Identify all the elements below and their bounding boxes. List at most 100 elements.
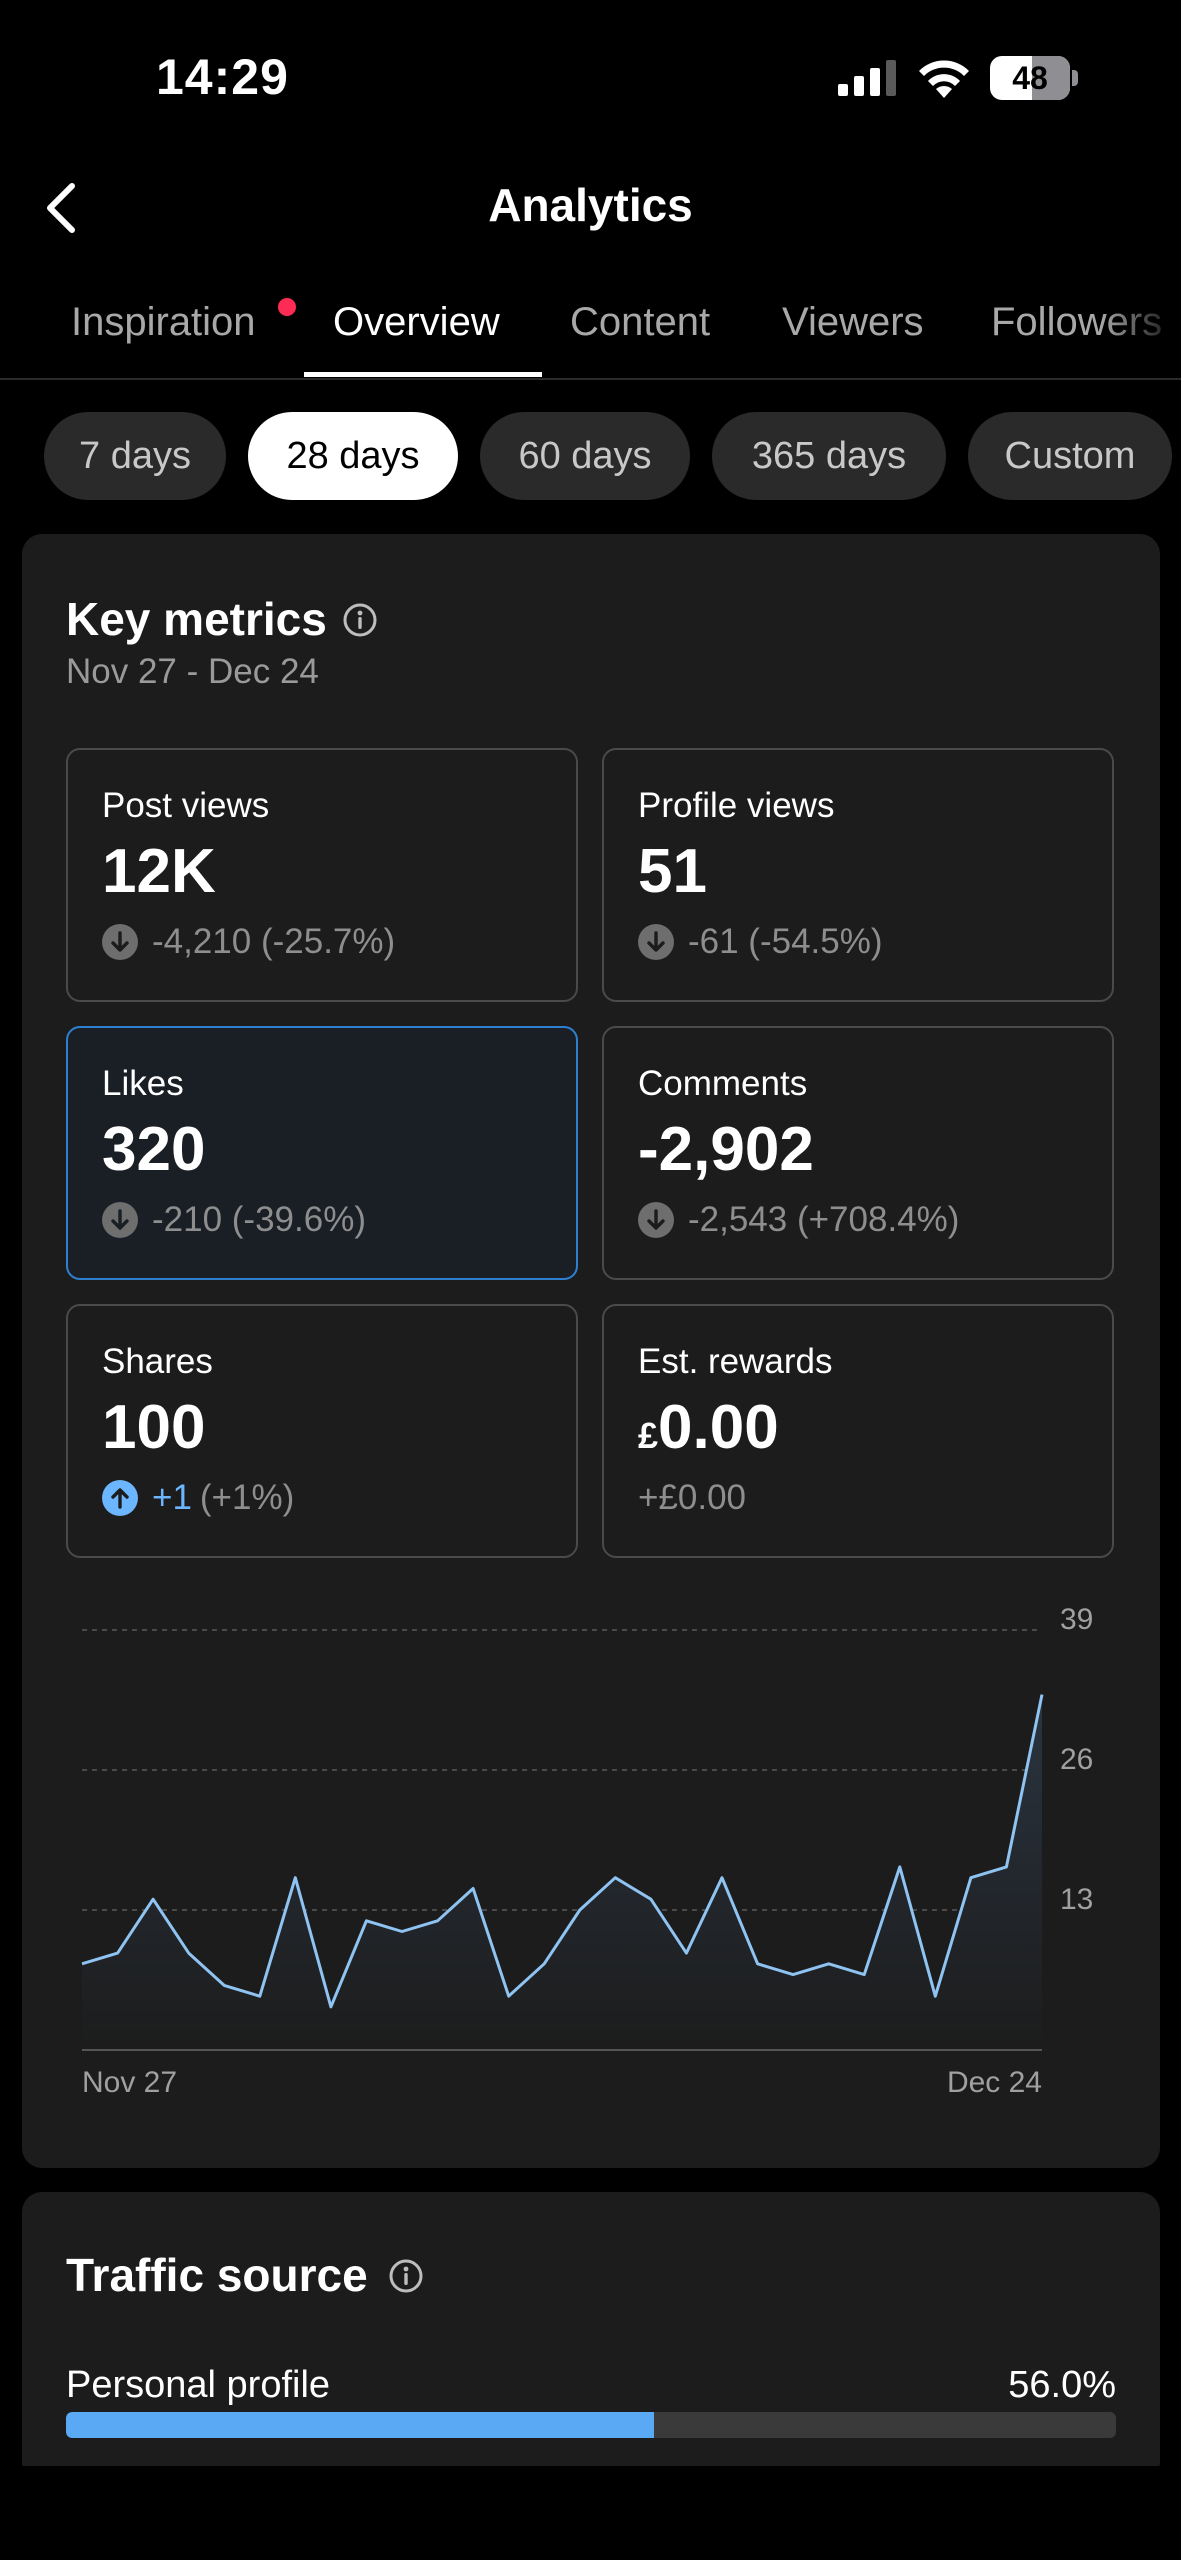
metric-change: -61 (-54.5%) <box>638 922 883 962</box>
arrow-up-icon <box>102 1480 138 1516</box>
chart-data-point <box>399 1929 405 1935</box>
chart-data-point <box>719 1875 725 1881</box>
bottom-overscroll <box>0 2466 1181 2560</box>
metric-label: Shares <box>102 1342 213 1381</box>
chart-data-point <box>1003 1864 1009 1870</box>
traffic-source-value: 56.0% <box>1008 2364 1116 2406</box>
chart-data-point <box>257 1993 263 1999</box>
key-metrics-card: Key metrics Nov 27 - Dec 24 Post views 1… <box>22 534 1160 2168</box>
chart-data-point <box>755 1961 761 1967</box>
chart-data-point <box>150 1896 156 1902</box>
chart-data-point <box>648 1896 654 1902</box>
analytics-tabs: Inspiration Overview Content Viewers Fol… <box>0 290 1181 380</box>
tabs-fade <box>1101 270 1181 370</box>
tab-inspiration[interactable]: Inspiration <box>71 300 256 344</box>
page-title: Analytics <box>488 179 693 231</box>
key-metrics-title: Key metrics <box>66 593 327 645</box>
chart-data-point <box>826 1961 832 1967</box>
metric-value: -2,902 <box>638 1115 814 1184</box>
metric-change-text: -4,210 (-25.7%) <box>152 922 396 961</box>
chart-data-point <box>506 1993 512 1999</box>
rewards-amount: 0.00 <box>658 1393 779 1462</box>
info-icon[interactable] <box>388 2258 424 2294</box>
metric-tile-post-views[interactable]: Post views 12K -4,210 (-25.7%) <box>66 748 578 1002</box>
chip-custom[interactable]: Custom <box>968 412 1172 500</box>
y-tick-label-26: 26 <box>1060 1743 1093 1776</box>
metric-change-text: +£0.00 <box>638 1478 747 1517</box>
chart-data-point <box>541 1961 547 1967</box>
chart-data-point <box>79 1961 85 1967</box>
chart-data-point <box>577 1907 583 1913</box>
y-tick-label-39: 39 <box>1060 1603 1093 1636</box>
key-metrics-date-range: Nov 27 - Dec 24 <box>66 652 319 691</box>
chart-data-point <box>328 2004 334 2010</box>
back-chevron-icon[interactable] <box>34 178 90 238</box>
metric-change: +1 (+1%) <box>102 1478 294 1518</box>
chart-data-point <box>612 1875 618 1881</box>
tab-overview[interactable]: Overview <box>333 300 500 344</box>
traffic-source-bar <box>66 2412 1116 2438</box>
cellular-signal-icon <box>838 60 896 96</box>
chart-data-point <box>186 1950 192 1956</box>
chart-data-point <box>790 1972 796 1978</box>
arrow-down-icon <box>638 924 674 960</box>
arrow-down-icon <box>102 1202 138 1238</box>
tab-viewers[interactable]: Viewers <box>782 300 924 344</box>
metric-change: -4,210 (-25.7%) <box>102 922 395 962</box>
metric-tile-profile-views[interactable]: Profile views 51 -61 (-54.5%) <box>602 748 1114 1002</box>
metric-change: -2,543 (+708.4%) <box>638 1200 959 1240</box>
chart-series-line <box>81 1694 1044 2009</box>
chip-365-days[interactable]: 365 days <box>712 412 946 500</box>
chip-60-days[interactable]: 60 days <box>480 412 690 500</box>
chip-28-days[interactable]: 28 days <box>248 412 458 500</box>
metric-change-amount: +1 <box>152 1478 192 1517</box>
chart-data-point <box>470 1885 476 1891</box>
chart-data-point <box>683 1950 689 1956</box>
metric-label: Profile views <box>638 786 835 825</box>
metric-value: 320 <box>102 1115 206 1184</box>
chip-7-days[interactable]: 7 days <box>44 412 226 500</box>
metric-value: 100 <box>102 1393 206 1462</box>
metric-value: 12K <box>102 837 216 906</box>
arrow-down-icon <box>638 1202 674 1238</box>
chart-data-point <box>115 1950 121 1956</box>
metric-tile-comments[interactable]: Comments -2,902 -2,543 (+708.4%) <box>602 1026 1114 1280</box>
traffic-source-card: Traffic source Personal profile 56.0% <box>22 2192 1160 2482</box>
y-tick-label-13: 13 <box>1060 1883 1093 1916</box>
metric-change-percent: (+1%) <box>199 1478 295 1517</box>
likes-chart-svg: Nov 27 Dec 24 39 26 13 <box>79 1603 1093 2099</box>
battery-icon: 48 <box>990 56 1078 100</box>
chart-data-point <box>363 1918 369 1924</box>
status-bar: 14:29 48 <box>0 0 1181 150</box>
metric-value: 51 <box>638 837 707 906</box>
chart-data-point <box>221 1982 227 1988</box>
traffic-source-bar-fill <box>66 2412 654 2438</box>
metric-tile-likes[interactable]: Likes 320 -210 (-39.6%) <box>66 1026 578 1280</box>
chart-data-point <box>861 1972 867 1978</box>
metric-tile-rewards[interactable]: Est. rewards £0.00 +£0.00 <box>602 1304 1114 1558</box>
tab-content[interactable]: Content <box>570 300 711 344</box>
currency-symbol: £ <box>638 1415 659 1456</box>
chart-data-point <box>435 1918 441 1924</box>
metric-change: +£0.00 <box>638 1478 746 1518</box>
metric-change-text: -2,543 (+708.4%) <box>688 1200 960 1239</box>
chart-data-point <box>932 1993 938 1999</box>
metric-tile-shares[interactable]: Shares 100 +1 (+1%) <box>66 1304 578 1558</box>
notification-dot <box>278 298 296 316</box>
active-tab-indicator <box>304 372 542 377</box>
metric-label: Likes <box>102 1064 184 1103</box>
x-axis-start-label: Nov 27 <box>82 2066 177 2099</box>
metric-value: £0.00 <box>638 1392 779 1463</box>
arrow-down-icon <box>102 924 138 960</box>
chart-area-fill <box>82 1694 1042 2050</box>
metric-change-text: -210 (-39.6%) <box>152 1200 366 1239</box>
metric-label: Post views <box>102 786 270 825</box>
traffic-source-label: Personal profile <box>66 2364 331 2406</box>
chart-data-point <box>1039 1692 1045 1698</box>
wifi-icon <box>919 60 969 98</box>
likes-trend-chart: Nov 27 Dec 24 39 26 13 <box>60 1590 1120 2120</box>
metric-change: -210 (-39.6%) <box>102 1200 366 1240</box>
info-icon[interactable] <box>342 602 378 638</box>
x-axis-end-label: Dec 24 <box>947 2066 1042 2099</box>
metric-change-text: -61 (-54.5%) <box>688 922 883 961</box>
